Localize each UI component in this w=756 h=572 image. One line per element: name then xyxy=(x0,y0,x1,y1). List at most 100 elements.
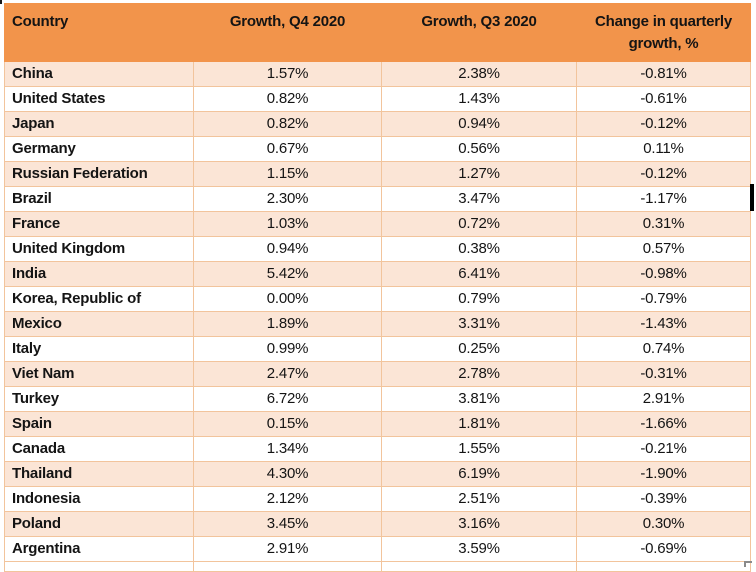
cell-growth-q3: 0.94% xyxy=(381,110,577,137)
cell-change: -0.61% xyxy=(576,85,751,112)
header-change-quarterly: Change in quarterly growth, % xyxy=(576,3,751,62)
table-row: Indonesia 2.12% 2.51% -0.39% xyxy=(4,485,751,512)
cell-growth-q4: 1.89% xyxy=(193,310,382,337)
table-row: Germany 0.67% 0.56% 0.11% xyxy=(4,135,751,162)
table-row: United Kingdom 0.94% 0.38% 0.57% xyxy=(4,235,751,262)
empty-cell xyxy=(576,560,751,572)
header-country: Country xyxy=(4,3,194,62)
cell-growth-q4: 2.47% xyxy=(193,360,382,387)
empty-cell xyxy=(4,560,194,572)
empty-cell xyxy=(381,560,577,572)
cell-growth-q3: 6.19% xyxy=(381,460,577,487)
cell-country: Russian Federation xyxy=(4,160,194,187)
cell-growth-q3: 0.25% xyxy=(381,335,577,362)
cell-growth-q3: 2.78% xyxy=(381,360,577,387)
table-row: India 5.42% 6.41% -0.98% xyxy=(4,260,751,287)
header-growth-q4: Growth, Q4 2020 xyxy=(193,3,382,62)
cell-growth-q3: 1.43% xyxy=(381,85,577,112)
cell-growth-q4: 0.15% xyxy=(193,410,382,437)
table-row: Korea, Republic of 0.00% 0.79% -0.79% xyxy=(4,285,751,312)
cell-change: -0.31% xyxy=(576,360,751,387)
cell-growth-q4: 1.57% xyxy=(193,60,382,87)
table-row: United States 0.82% 1.43% -0.61% xyxy=(4,85,751,112)
cell-country: Japan xyxy=(4,110,194,137)
empty-cell xyxy=(193,560,382,572)
cell-country: Indonesia xyxy=(4,485,194,512)
cell-change: 2.91% xyxy=(576,385,751,412)
cell-change: -0.79% xyxy=(576,285,751,312)
header-growth-q3: Growth, Q3 2020 xyxy=(381,3,577,62)
cell-country: Argentina xyxy=(4,535,194,562)
table-row: France 1.03% 0.72% 0.31% xyxy=(4,210,751,237)
cell-growth-q4: 2.12% xyxy=(193,485,382,512)
cell-growth-q3: 0.72% xyxy=(381,210,577,237)
cell-growth-q3: 3.47% xyxy=(381,185,577,212)
cell-growth-q4: 1.15% xyxy=(193,160,382,187)
cell-growth-q4: 4.30% xyxy=(193,460,382,487)
cell-country: Italy xyxy=(4,335,194,362)
cell-change: -0.81% xyxy=(576,60,751,87)
cell-growth-q3: 0.38% xyxy=(381,235,577,262)
cell-change: -0.12% xyxy=(576,110,751,137)
cell-growth-q3: 0.79% xyxy=(381,285,577,312)
cell-growth-q3: 3.81% xyxy=(381,385,577,412)
cell-growth-q3: 2.38% xyxy=(381,60,577,87)
cell-change: -1.66% xyxy=(576,410,751,437)
table-row: Russian Federation 1.15% 1.27% -0.12% xyxy=(4,160,751,187)
cell-country: United Kingdom xyxy=(4,235,194,262)
cell-change: -0.39% xyxy=(576,485,751,512)
cell-growth-q4: 2.91% xyxy=(193,535,382,562)
cell-country: China xyxy=(4,60,194,87)
table-row: China 1.57% 2.38% -0.81% xyxy=(4,60,751,87)
cell-country: Spain xyxy=(4,410,194,437)
cell-country: India xyxy=(4,260,194,287)
cell-country: Brazil xyxy=(4,185,194,212)
cell-growth-q4: 6.72% xyxy=(193,385,382,412)
table-body: China 1.57% 2.38% -0.81% United States 0.82% 1… xyxy=(4,60,751,572)
cell-country: France xyxy=(4,210,194,237)
corner-mark xyxy=(0,0,2,4)
table-row: Poland 3.45% 3.16% 0.30% xyxy=(4,510,751,537)
table-row: Argentina 2.91% 3.59% -0.69% xyxy=(4,535,751,562)
cell-country: Korea, Republic of xyxy=(4,285,194,312)
cell-country: Canada xyxy=(4,435,194,462)
table-resize-handle-icon[interactable] xyxy=(744,561,752,567)
cell-change: -1.43% xyxy=(576,310,751,337)
cell-growth-q3: 1.81% xyxy=(381,410,577,437)
table-row: Mexico 1.89% 3.31% -1.43% xyxy=(4,310,751,337)
cell-growth-q3: 6.41% xyxy=(381,260,577,287)
cell-change: -0.69% xyxy=(576,535,751,562)
cell-growth-q3: 3.31% xyxy=(381,310,577,337)
cell-change: -0.98% xyxy=(576,260,751,287)
cell-growth-q3: 3.16% xyxy=(381,510,577,537)
cell-country: Turkey xyxy=(4,385,194,412)
cell-growth-q4: 5.42% xyxy=(193,260,382,287)
cell-country: Germany xyxy=(4,135,194,162)
growth-table-container: Country Growth, Q4 2020 Growth, Q3 2020 … xyxy=(4,3,751,572)
cell-change: 0.31% xyxy=(576,210,751,237)
cell-growth-q3: 2.51% xyxy=(381,485,577,512)
cell-growth-q4: 0.00% xyxy=(193,285,382,312)
cell-growth-q3: 1.55% xyxy=(381,435,577,462)
cell-growth-q4: 1.34% xyxy=(193,435,382,462)
cell-change: 0.74% xyxy=(576,335,751,362)
cell-growth-q4: 0.67% xyxy=(193,135,382,162)
table-row: Turkey 6.72% 3.81% 2.91% xyxy=(4,385,751,412)
cell-change: 0.11% xyxy=(576,135,751,162)
cell-growth-q4: 2.30% xyxy=(193,185,382,212)
table-row: Japan 0.82% 0.94% -0.12% xyxy=(4,110,751,137)
table-row: Brazil 2.30% 3.47% -1.17% xyxy=(4,185,751,212)
growth-table: Country Growth, Q4 2020 Growth, Q3 2020 … xyxy=(4,3,751,572)
table-row: Viet Nam 2.47% 2.78% -0.31% xyxy=(4,360,751,387)
cell-country: Mexico xyxy=(4,310,194,337)
cell-change: -0.21% xyxy=(576,435,751,462)
cell-change: -1.17% xyxy=(576,185,751,212)
cell-growth-q3: 0.56% xyxy=(381,135,577,162)
header-row: Country Growth, Q4 2020 Growth, Q3 2020 … xyxy=(4,3,751,62)
cell-growth-q3: 1.27% xyxy=(381,160,577,187)
cell-growth-q4: 0.94% xyxy=(193,235,382,262)
text-cursor xyxy=(750,184,754,211)
cell-country: Viet Nam xyxy=(4,360,194,387)
cell-change: 0.30% xyxy=(576,510,751,537)
